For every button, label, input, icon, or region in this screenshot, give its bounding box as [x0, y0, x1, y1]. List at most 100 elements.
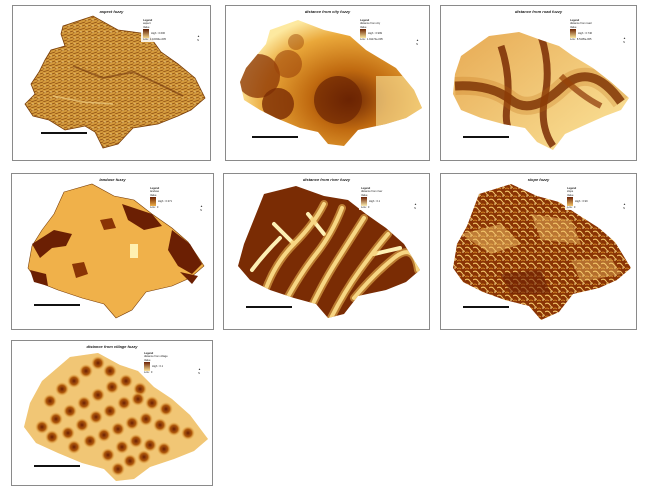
map-distance-from-road: [453, 32, 629, 150]
north-arrow-icon: ▲ N: [414, 202, 417, 210]
village-dot: [159, 402, 173, 416]
village-dot: [55, 382, 69, 396]
panel-title: slope fuzzy: [527, 177, 550, 182]
study-area-shape: [27, 183, 205, 319]
map-panel-slope: slope fuzzy Legend slope Value High : 0.…: [440, 173, 637, 330]
legend-field: Value: [570, 25, 577, 29]
legend-low: Low : 0: [567, 205, 576, 209]
color-ramp: [150, 196, 156, 206]
map-panel-distance-from-village: distance from village fuzzy Legend dista…: [11, 340, 213, 486]
legend-header: Legend: [361, 187, 371, 190]
village-dot: [139, 412, 153, 426]
legend-high: High : 0.371: [158, 199, 172, 203]
color-ramp: [361, 196, 367, 206]
legend-high: High : 0.99: [575, 199, 588, 203]
legend-high: High : 0.1: [152, 364, 164, 368]
village-dot: [91, 388, 105, 402]
legend-low: Low : 8.5195e-005: [570, 37, 592, 41]
legend-low: Low : 0: [150, 205, 159, 209]
study-area-shape: [24, 15, 206, 149]
village-dot: [61, 426, 75, 440]
legend-low: Low : 0: [144, 370, 153, 374]
legend-header: Legend: [143, 19, 153, 22]
legend-high: High : 0.1: [369, 199, 381, 203]
legend-layer: distance from city: [360, 22, 381, 26]
map-distance-from-river: [238, 186, 420, 318]
village-dot: [35, 420, 49, 434]
village-dot: [125, 416, 139, 430]
north-arrow-icon: ▲ N: [416, 38, 419, 46]
north-arrow-icon: ▲ N: [623, 36, 626, 44]
village-dot: [75, 418, 89, 432]
legend: Legend landuse Value High : 0.371 Low : …: [148, 186, 174, 211]
legend: Legend distance from river Value High : …: [359, 186, 385, 211]
map-distance-from-village: [24, 353, 208, 481]
legend-header: Legend: [567, 187, 577, 190]
village-dot: [111, 422, 125, 436]
color-ramp: [360, 28, 366, 38]
legend-layer: aspect: [143, 22, 151, 26]
legend-field: Value: [567, 193, 574, 197]
legend-low: Low : 1.91174e-005: [360, 37, 383, 41]
village-dot: [181, 426, 195, 440]
village-dot: [143, 438, 157, 452]
map-panel-distance-from-road: distance from road fuzzy Legend distance…: [440, 5, 637, 161]
legend: Legend aspect Value High : 0.606 Low : 1…: [141, 18, 168, 43]
village-dot: [103, 364, 117, 378]
legend-header: Legend: [150, 187, 160, 190]
legend-layer: distance from village: [144, 355, 168, 359]
map-landuse: [27, 183, 205, 319]
village-dot: [157, 442, 171, 456]
village-dot: [145, 396, 159, 410]
village-dot: [63, 404, 77, 418]
panel-title: distance from city fuzzy: [304, 9, 351, 14]
color-ramp: [567, 196, 573, 206]
panel-title: aspect fuzzy: [99, 9, 124, 14]
village-dot: [153, 418, 167, 432]
village-dot: [129, 434, 143, 448]
north-arrow-icon: ▲ N: [200, 204, 203, 212]
legend-layer: distance from road: [570, 22, 592, 26]
scale-bar: [41, 132, 87, 137]
legend: Legend distance from road Value High : 0…: [568, 18, 594, 43]
map-panel-landuse: landuse fuzzy Legend landuse Value High …: [11, 173, 214, 330]
map-panel-distance-from-city: distance from city fuzzy Legend distance…: [225, 5, 430, 161]
panel-title: distance from river fuzzy: [302, 177, 351, 182]
legend-low: Low : 1.16034e-005: [143, 37, 166, 41]
legend-field: Value: [143, 25, 150, 29]
village-dot: [67, 440, 81, 454]
legend-field: Value: [150, 193, 157, 197]
panel-title: distance from village fuzzy: [86, 344, 138, 349]
legend-layer: slope: [567, 190, 574, 194]
legend-low: Low : 0: [361, 205, 370, 209]
village-dot: [131, 392, 145, 406]
village-dot: [105, 380, 119, 394]
village-dot: [83, 434, 97, 448]
panel-title: distance from road fuzzy: [514, 9, 563, 14]
legend: Legend distance from village Value High …: [142, 351, 170, 376]
scale-bar: [34, 304, 80, 309]
village-dot: [79, 364, 93, 378]
village-dot: [137, 450, 151, 464]
legend-header: Legend: [570, 19, 580, 22]
scale-bar: [246, 306, 292, 311]
village-dot: [111, 462, 125, 476]
legend-high: High : 0.606: [151, 31, 165, 35]
legend-high: High : 0.746: [578, 31, 592, 35]
color-ramp: [144, 361, 150, 371]
village-dot: [77, 396, 91, 410]
map-aspect: [24, 15, 206, 149]
scale-bar: [34, 465, 80, 470]
panel-title: landuse fuzzy: [99, 177, 126, 182]
village-dot: [103, 404, 117, 418]
legend-header: Legend: [144, 352, 154, 355]
village-dots: [35, 356, 195, 476]
village-dot: [117, 396, 131, 410]
legend-header: Legend: [360, 19, 370, 22]
map-slope: [453, 184, 631, 320]
village-dot: [123, 454, 137, 468]
legend: Legend distance from city Value High : 0…: [358, 18, 385, 43]
village-dot: [49, 412, 63, 426]
village-dot: [67, 374, 81, 388]
village-dot: [45, 430, 59, 444]
